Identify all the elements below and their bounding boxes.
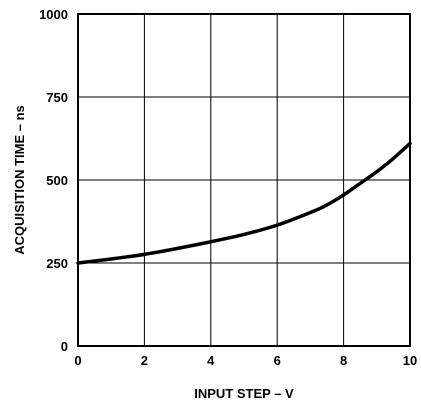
y-tick-labels: 0 250 500 750 1000 (39, 7, 68, 354)
grid-lines (78, 14, 410, 346)
x-tick-label: 4 (207, 353, 215, 368)
y-tick-label: 750 (46, 90, 68, 105)
plot-frame (77, 13, 411, 347)
y-tick-label: 250 (46, 256, 68, 271)
y-tick-label: 0 (61, 339, 68, 354)
series-line (76, 141, 412, 265)
x-tick-label: 0 (74, 353, 81, 368)
series-layer (76, 141, 412, 265)
x-tick-labels: 0 2 4 6 8 10 (74, 353, 417, 368)
x-tick-label: 10 (403, 353, 417, 368)
x-tick-label: 8 (340, 353, 347, 368)
y-tick-label: 500 (46, 173, 68, 188)
x-tick-label: 2 (141, 353, 148, 368)
x-axis-title: INPUT STEP – V (194, 386, 294, 401)
y-tick-label: 1000 (39, 7, 68, 22)
y-axis-title: ACQUISITION TIME – ns (12, 105, 27, 255)
x-tick-label: 6 (274, 353, 281, 368)
